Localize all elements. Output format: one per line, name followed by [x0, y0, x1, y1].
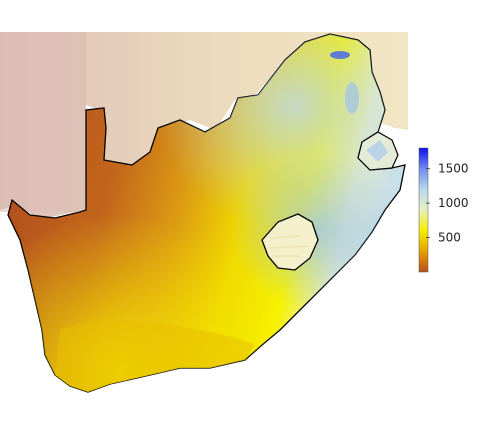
neighbor-left-strip: [0, 32, 86, 212]
legend-tick-label: 1000: [438, 196, 469, 210]
country-shape: [7, 33, 406, 393]
legend-colorbar: [418, 147, 429, 273]
legend-ticks: 1500 1000 500: [426, 162, 469, 245]
legend-tick-label: 1500: [438, 162, 469, 176]
neighbor-countries-region: [0, 32, 408, 220]
legend: 1500 1000 500: [418, 147, 469, 273]
legend-tick-label: 500: [438, 231, 461, 245]
